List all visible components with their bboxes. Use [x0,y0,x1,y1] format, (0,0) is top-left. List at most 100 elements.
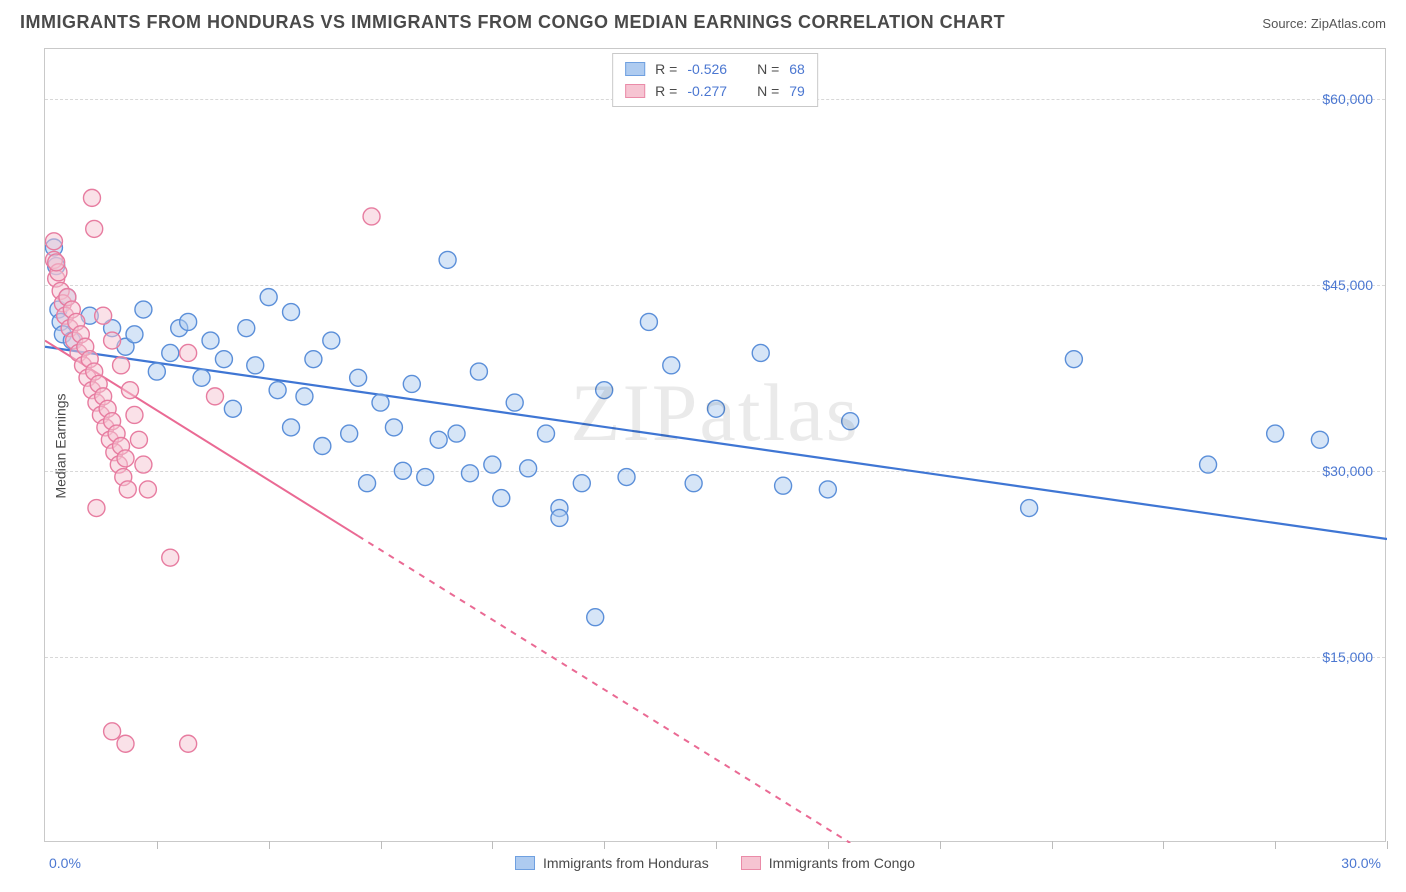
chart-area: $15,000$30,000$45,000$60,000 ZIPatlas R … [44,48,1386,842]
scatter-svg [45,49,1387,843]
data-point [596,382,613,399]
data-point [95,307,112,324]
x-axis-min: 0.0% [49,855,81,871]
data-point [350,369,367,386]
data-point [385,419,402,436]
data-point [104,332,121,349]
data-point [685,475,702,492]
data-point [430,431,447,448]
data-point [439,251,456,268]
data-point [283,419,300,436]
data-point [394,462,411,479]
data-point [775,477,792,494]
data-point [1065,351,1082,368]
data-point [117,735,134,752]
data-point [448,425,465,442]
data-point [1311,431,1328,448]
data-point [314,438,331,455]
data-point [618,469,635,486]
data-point [224,400,241,417]
chart-title: IMMIGRANTS FROM HONDURAS VS IMMIGRANTS F… [20,12,1005,33]
data-point [180,344,197,361]
data-point [359,475,376,492]
legend-label: Immigrants from Honduras [543,855,709,871]
data-point [113,357,130,374]
data-point [305,351,322,368]
legend-row: R = -0.526 N = 68 [625,58,805,80]
data-point [640,313,657,330]
legend-label: Immigrants from Congo [769,855,915,871]
data-point [417,469,434,486]
data-point [247,357,264,374]
source-label: Source: [1262,16,1307,31]
data-point [506,394,523,411]
data-point [372,394,389,411]
legend-swatch [625,62,645,76]
data-point [573,475,590,492]
data-point [663,357,680,374]
r-label: R = [655,80,677,102]
data-point [126,406,143,423]
n-value: 68 [789,58,805,80]
data-point [520,460,537,477]
legend-item: Immigrants from Honduras [515,855,709,871]
data-point [323,332,340,349]
n-label: N = [757,80,779,102]
x-axis-max: 30.0% [1341,855,1381,871]
data-point [202,332,219,349]
data-point [206,388,223,405]
data-point [296,388,313,405]
data-point [88,500,105,517]
data-point [1021,500,1038,517]
data-point [45,233,62,250]
data-point [269,382,286,399]
data-point [470,363,487,380]
data-point [238,320,255,337]
data-point [708,400,725,417]
data-point [587,609,604,626]
legend-swatch [515,856,535,870]
data-point [86,220,103,237]
data-point [260,289,277,306]
data-point [180,735,197,752]
data-point [493,490,510,507]
data-point [126,326,143,343]
data-point [1200,456,1217,473]
data-point [1267,425,1284,442]
data-point [48,254,65,271]
data-point [119,481,136,498]
data-point [83,189,100,206]
n-value: 79 [789,80,805,102]
r-label: R = [655,58,677,80]
data-point [130,431,147,448]
data-point [819,481,836,498]
data-point [139,481,156,498]
data-point [135,301,152,318]
correlation-legend: R = -0.526 N = 68 R = -0.277 N = 79 [612,53,818,107]
source-name: ZipAtlas.com [1311,16,1386,31]
source: Source: ZipAtlas.com [1262,16,1386,31]
r-value: -0.277 [687,80,727,102]
x-tick [1387,841,1388,849]
data-point [215,351,232,368]
data-point [148,363,165,380]
data-point [752,344,769,361]
data-point [484,456,501,473]
data-point [162,549,179,566]
data-point [341,425,358,442]
legend-row: R = -0.277 N = 79 [625,80,805,102]
data-point [363,208,380,225]
data-point [104,723,121,740]
data-point [121,382,138,399]
data-point [162,344,179,361]
r-value: -0.526 [687,58,727,80]
series-legend: Immigrants from Honduras Immigrants from… [515,855,915,871]
legend-swatch [625,84,645,98]
data-point [180,313,197,330]
data-point [193,369,210,386]
data-point [283,304,300,321]
data-point [842,413,859,430]
data-point [551,509,568,526]
legend-swatch [741,856,761,870]
data-point [117,450,134,467]
